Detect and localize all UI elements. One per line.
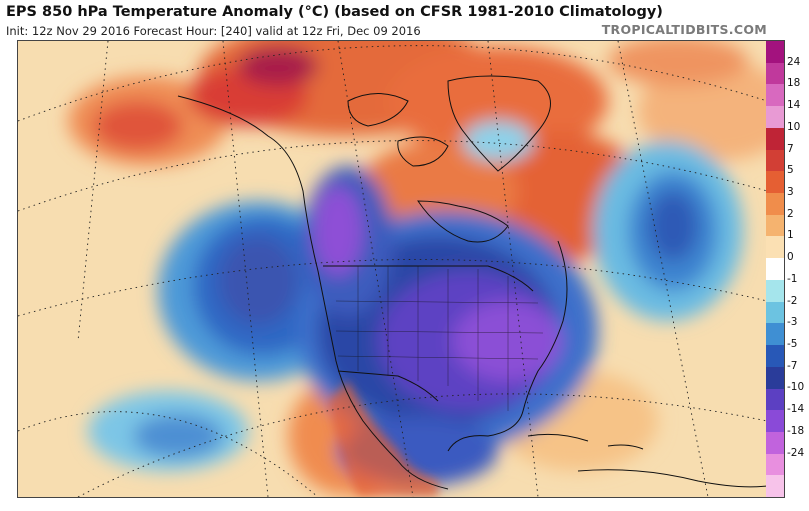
colorbar-tick-label: 3 [787, 186, 794, 198]
colorbar-tick-label: -18 [787, 424, 805, 437]
source-watermark: TROPICALTIDBITS.COM [601, 22, 767, 37]
anomaly-shading [68, 41, 767, 496]
colorbar-tick-label: 5 [787, 164, 794, 177]
colorbar-segment [766, 431, 784, 454]
colorbar-segment [766, 388, 784, 411]
colorbar-segment [766, 345, 784, 367]
colorbar-tick-label: 18 [787, 77, 801, 90]
colorbar-segment [766, 193, 784, 215]
colorbar-tick-label: -5 [787, 338, 798, 350]
colorbar-segment [766, 323, 784, 346]
state-borders [335, 266, 544, 411]
colorbar-segment [766, 236, 784, 259]
colorbar-labels: 24 18 14 10 7 5 3 2 1 0 -1 -2 -3 -5 -7 -10 -14 -18 -24 [787, 40, 809, 496]
colorbar-tick-label: -10 [787, 381, 805, 394]
mexico-warm-rim [328, 381, 438, 497]
colorbar-tick-label: -3 [787, 316, 798, 329]
coastlines [177, 75, 767, 490]
colorbar-segment [766, 366, 784, 389]
colorbar-tick-label: -2 [787, 294, 798, 307]
colorbar-segment [766, 62, 784, 85]
colorbar-segment [766, 453, 784, 476]
graticule-lines [18, 41, 767, 497]
colorbar-tick-label: 1 [787, 229, 794, 242]
colorbar-tick-label: 14 [787, 99, 801, 112]
colorbar-tick-label: 7 [787, 142, 794, 155]
colorbar-segment [766, 214, 784, 237]
colorbar-segment [766, 127, 784, 150]
colorbar-tick-label: 2 [787, 207, 794, 220]
colorbar-tick-label: 24 [787, 55, 801, 68]
map-title: EPS 850 hPa Temperature Anomaly (°C) (ba… [6, 4, 663, 20]
colorbar-segment [766, 258, 784, 280]
colorbar-segment [766, 41, 784, 63]
colorbar-tick-label: -7 [787, 359, 798, 372]
colorbar [766, 40, 785, 498]
forecast-info: Init: 12z Nov 29 2016 Forecast Hour: [24… [6, 24, 421, 38]
colorbar-tick-label: -14 [787, 403, 805, 416]
colorbar-segment [766, 171, 784, 194]
colorbar-segment [766, 410, 784, 432]
colorbar-segment [766, 301, 784, 324]
colorbar-tick-label: -24 [787, 446, 805, 459]
anomaly-map [17, 40, 768, 498]
colorbar-segment [766, 106, 784, 128]
colorbar-tick-label: 10 [787, 120, 801, 133]
colorbar-segment [766, 279, 784, 302]
colorbar-segment [766, 475, 784, 498]
colorbar-segment [766, 84, 784, 107]
colorbar-tick-label: -1 [787, 272, 798, 285]
colorbar-tick-label: 0 [787, 251, 794, 264]
colorbar-segment [766, 149, 784, 172]
